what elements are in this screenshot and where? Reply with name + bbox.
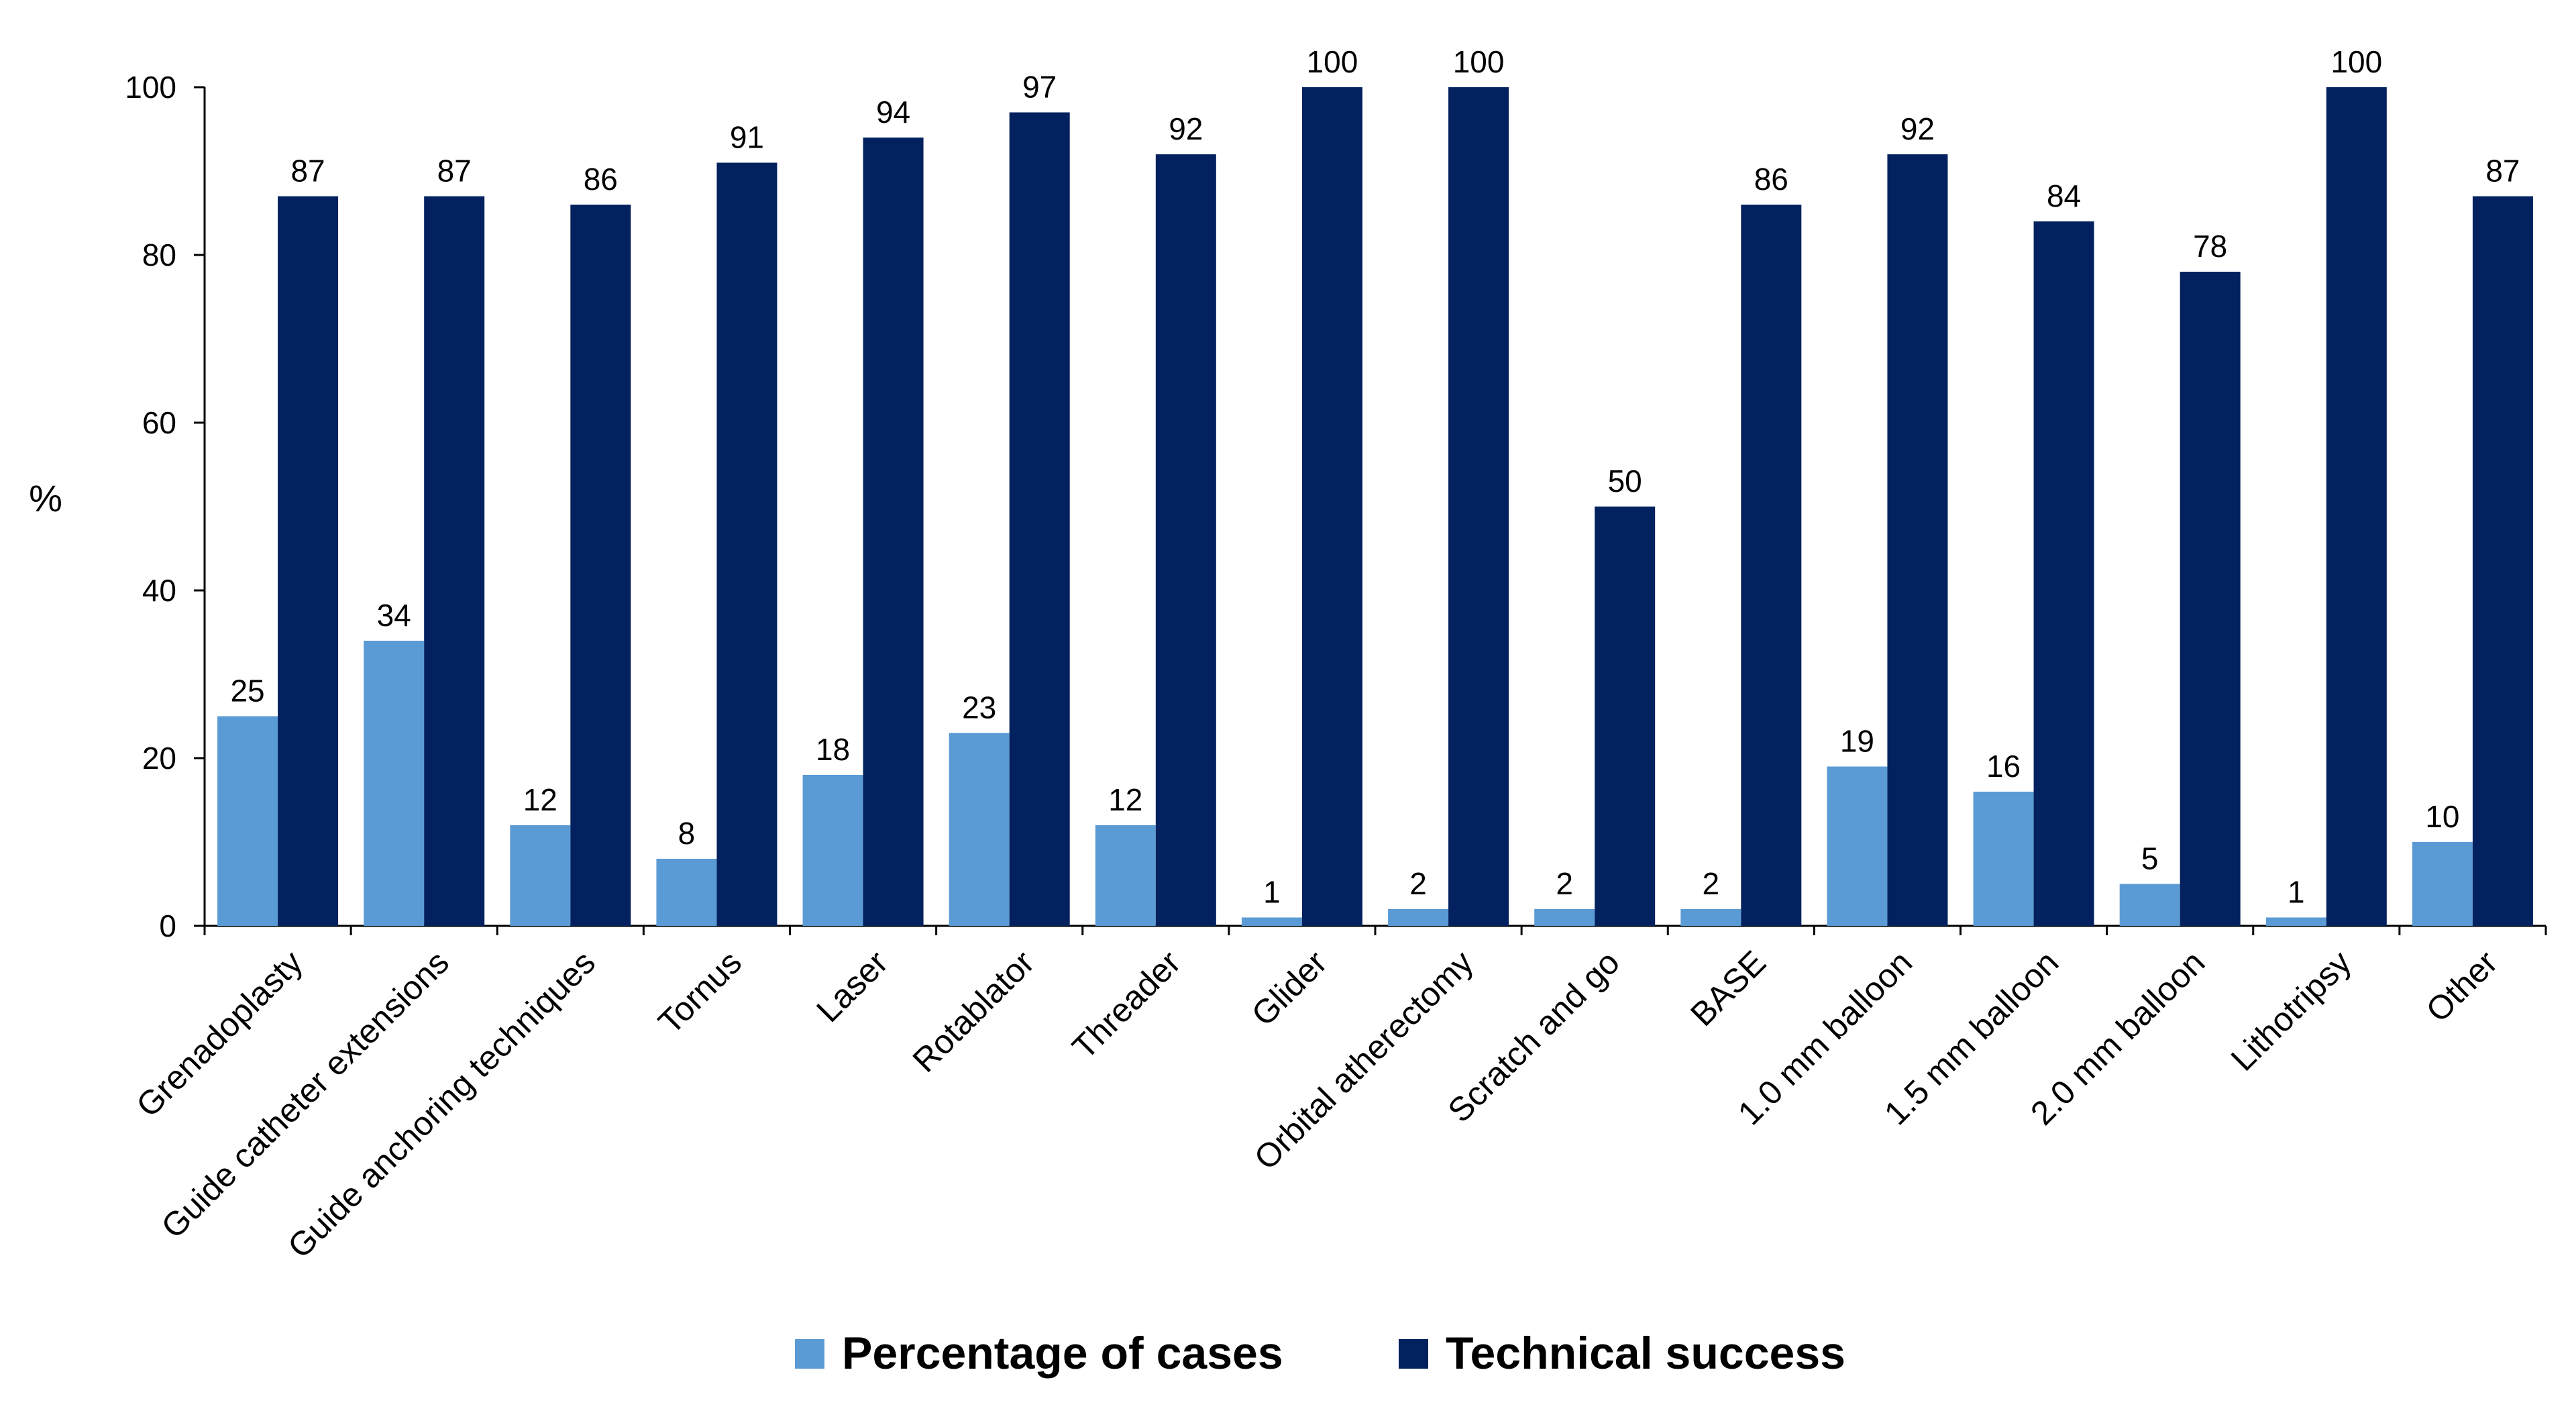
data-label: 50	[1608, 464, 1642, 498]
data-label: 86	[584, 162, 618, 197]
bar-percentage-of-cases	[656, 859, 717, 926]
data-label: 12	[1108, 782, 1142, 817]
legend-label: Percentage of cases	[842, 1328, 1283, 1379]
category-label: Lithotripsy	[2224, 943, 2359, 1078]
bar-technical-success	[1595, 507, 1656, 926]
data-label: 8	[678, 816, 696, 851]
legend-item-percentage-of-cases: Percentage of cases	[795, 1328, 1283, 1379]
legend-label: Technical success	[1446, 1328, 1845, 1379]
data-label: 86	[1754, 162, 1788, 197]
bar-technical-success	[863, 138, 924, 926]
bar-technical-success	[1301, 87, 1362, 926]
category-label: Laser	[809, 943, 895, 1029]
data-label: 92	[1900, 111, 1935, 146]
bar-technical-success	[2180, 272, 2241, 926]
legend: Percentage of cases Technical success	[795, 1328, 1845, 1379]
y-tick-label: 0	[159, 908, 176, 943]
bar-technical-success	[716, 162, 777, 926]
data-label: 84	[2047, 178, 2081, 213]
bar-percentage-of-cases	[802, 775, 863, 926]
bar-technical-success	[570, 205, 631, 926]
bar-technical-success	[1741, 205, 1802, 926]
category-label: Tornus	[651, 943, 749, 1041]
bar-percentage-of-cases	[510, 825, 571, 926]
legend-swatch	[795, 1339, 824, 1369]
bar-percentage-of-cases	[2412, 842, 2473, 926]
bars	[217, 87, 2533, 926]
bar-percentage-of-cases	[2265, 917, 2326, 926]
data-label: 92	[1169, 111, 1203, 146]
category-label: BASE	[1683, 943, 1773, 1033]
bar-percentage-of-cases	[217, 716, 278, 926]
bar-technical-success	[1155, 154, 1216, 926]
bar-technical-success	[2326, 87, 2387, 926]
bar-technical-success	[2033, 221, 2094, 926]
data-label: 25	[230, 674, 264, 708]
y-tick-label: 80	[142, 238, 176, 272]
data-label: 87	[2485, 154, 2520, 189]
data-label: 12	[523, 782, 557, 817]
data-label: 91	[730, 120, 764, 155]
bar-percentage-of-cases	[1388, 909, 1449, 926]
category-label: Other	[2419, 943, 2505, 1029]
data-label: 23	[962, 690, 996, 725]
bar-technical-success	[424, 196, 485, 926]
data-labels: 25 87 34 87 12 86 8 91 18 94 23 97 12 92 1 100 2 100 2 50 2 8…	[230, 44, 2520, 910]
category-label: Rotablator	[906, 943, 1042, 1080]
data-label: 87	[290, 154, 325, 189]
bar-percentage-of-cases	[1095, 825, 1156, 926]
bar-percentage-of-cases	[1827, 766, 1888, 926]
bar-technical-success	[2472, 196, 2533, 926]
data-label: 1	[1263, 875, 1281, 910]
data-label: 2	[1703, 866, 1720, 901]
data-label: 34	[377, 598, 411, 633]
category-label: Glider	[1244, 943, 1334, 1033]
category-label: Threader	[1065, 943, 1188, 1066]
y-axis-label: %	[29, 477, 62, 519]
bar-technical-success	[1009, 112, 1070, 926]
bar-technical-success	[1448, 87, 1509, 926]
data-label: 78	[2193, 229, 2227, 264]
data-label: 94	[876, 95, 910, 129]
data-label: 100	[1307, 44, 1358, 79]
data-label: 18	[816, 732, 850, 767]
bar-percentage-of-cases	[1680, 909, 1741, 926]
bar-percentage-of-cases	[1241, 917, 1302, 926]
category-label: Guide catheter extensions	[154, 943, 456, 1245]
category-label: Guide anchoring techniques	[280, 943, 602, 1265]
y-tick-label: 100	[125, 70, 176, 105]
bar-percentage-of-cases	[1534, 909, 1595, 926]
data-label: 97	[1022, 70, 1057, 105]
data-label: 100	[1453, 44, 1505, 79]
data-label: 10	[2425, 799, 2459, 834]
y-tick-label: 40	[142, 573, 176, 608]
bar-percentage-of-cases	[949, 733, 1010, 926]
legend-swatch	[1399, 1339, 1428, 1369]
data-label: 1	[2288, 875, 2305, 910]
data-label: 16	[1986, 749, 2021, 784]
data-label: 2	[1409, 866, 1427, 901]
data-label: 5	[2141, 841, 2159, 876]
data-label: 2	[1556, 866, 1573, 901]
data-label: 87	[437, 154, 472, 189]
bar-percentage-of-cases	[364, 641, 425, 926]
legend-item-technical-success: Technical success	[1399, 1328, 1845, 1379]
data-label: 100	[2330, 44, 2382, 79]
bar-percentage-of-cases	[2119, 884, 2180, 926]
y-tick-label: 60	[142, 405, 176, 440]
bar-percentage-of-cases	[1973, 792, 2034, 926]
bar-technical-success	[278, 196, 339, 926]
data-label: 19	[1840, 724, 1874, 759]
bar-technical-success	[1887, 154, 1948, 926]
y-tick-label: 20	[142, 741, 176, 776]
